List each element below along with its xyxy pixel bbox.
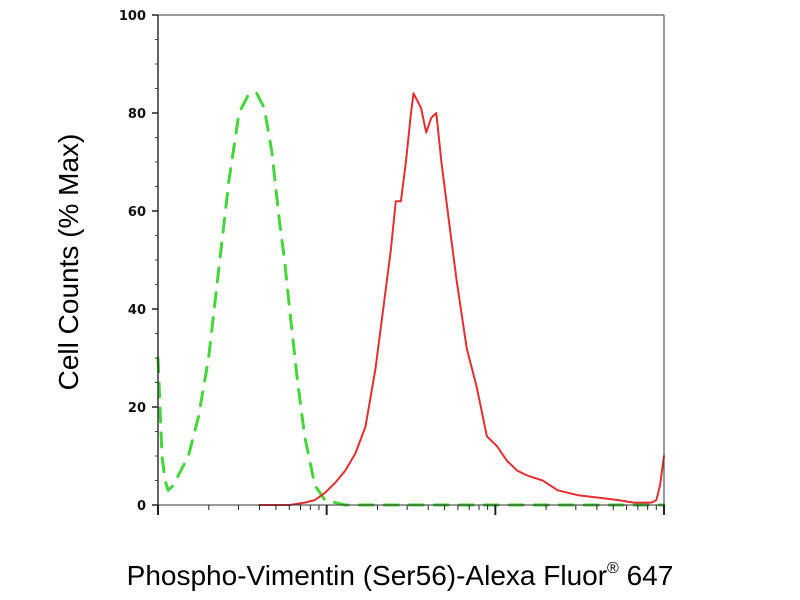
x-axis-ticks bbox=[157, 505, 665, 515]
x-axis-title-suffix: 647 bbox=[619, 560, 674, 591]
y-tick-label: 60 bbox=[128, 205, 146, 220]
y-tick-label: 40 bbox=[128, 303, 146, 318]
x-axis-title-main: Phospho-Vimentin (Ser56)-Alexa Fluor bbox=[127, 560, 607, 591]
x-axis-title: Phospho-Vimentin (Ser56)-Alexa Fluor® 64… bbox=[127, 560, 674, 591]
control-histogram-line bbox=[156, 91, 666, 507]
y-axis-title: Cell Counts (% Max) bbox=[53, 134, 84, 391]
y-tick-labels: 0 20 40 60 80 100 bbox=[119, 9, 146, 514]
sample-histogram-line bbox=[258, 92, 665, 506]
y-tick-label: 0 bbox=[137, 499, 146, 514]
x-axis-title-superscript: ® bbox=[607, 560, 619, 577]
plot-area bbox=[156, 91, 666, 507]
y-tick-label: 80 bbox=[128, 107, 146, 122]
y-tick-label: 20 bbox=[128, 401, 146, 416]
plot-frame bbox=[152, 14, 665, 506]
y-tick-label: 100 bbox=[119, 9, 146, 24]
